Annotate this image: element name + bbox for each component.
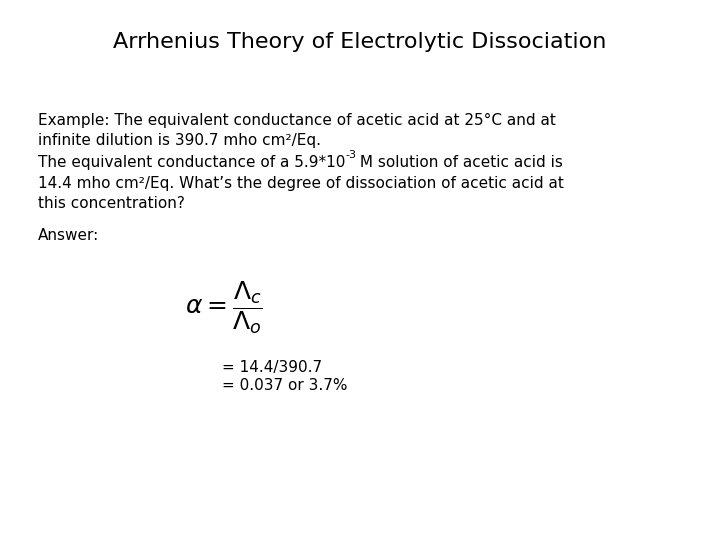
Text: = 0.037 or 3.7%: = 0.037 or 3.7% (222, 378, 348, 393)
Text: = 14.4/390.7: = 14.4/390.7 (222, 360, 322, 375)
Text: Answer:: Answer: (38, 228, 99, 243)
Text: -3: -3 (346, 150, 356, 160)
Text: $\alpha = \dfrac{\Lambda_c}{\Lambda_o}$: $\alpha = \dfrac{\Lambda_c}{\Lambda_o}$ (185, 280, 263, 336)
Text: The equivalent conductance of a 5.9*10: The equivalent conductance of a 5.9*10 (38, 155, 346, 170)
Text: 14.4 mho cm²/Eq. What’s the degree of dissociation of acetic acid at: 14.4 mho cm²/Eq. What’s the degree of di… (38, 176, 564, 191)
Text: this concentration?: this concentration? (38, 196, 185, 211)
Text: M solution of acetic acid is: M solution of acetic acid is (355, 155, 563, 170)
Text: Arrhenius Theory of Electrolytic Dissociation: Arrhenius Theory of Electrolytic Dissoci… (113, 32, 607, 52)
Text: infinite dilution is 390.7 mho cm²/Eq.: infinite dilution is 390.7 mho cm²/Eq. (38, 133, 321, 148)
Text: Example: The equivalent conductance of acetic acid at 25°C and at: Example: The equivalent conductance of a… (38, 113, 556, 128)
